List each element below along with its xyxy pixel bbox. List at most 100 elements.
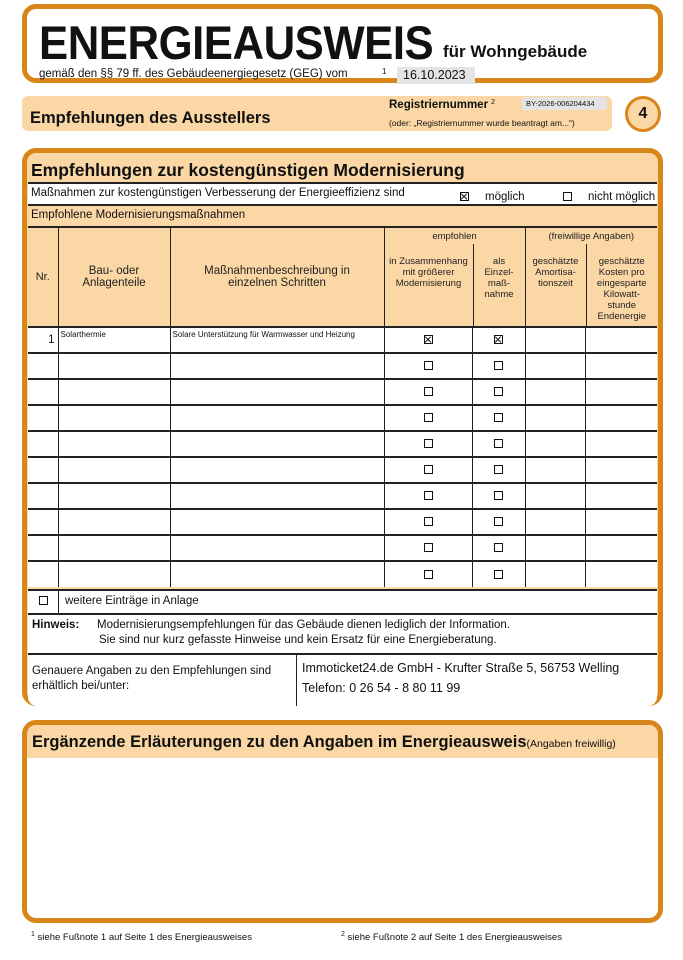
row-single[interactable] xyxy=(471,378,525,405)
row-component[interactable] xyxy=(57,560,170,587)
row-in-context[interactable] xyxy=(383,482,472,509)
row-nr[interactable] xyxy=(28,508,58,535)
row-single[interactable] xyxy=(471,508,525,535)
row-cost[interactable] xyxy=(584,534,657,561)
row-in-context[interactable] xyxy=(383,352,472,379)
row-single[interactable] xyxy=(471,482,525,509)
row-single[interactable] xyxy=(471,456,525,483)
row-cost[interactable] xyxy=(584,352,657,379)
row-in-context[interactable] xyxy=(383,404,472,431)
row-cost[interactable] xyxy=(584,404,657,431)
registration-number-field[interactable]: BY-2026-006204434 xyxy=(522,97,607,110)
in-context-checkbox[interactable] xyxy=(423,413,433,423)
single-checkbox[interactable] xyxy=(494,413,503,423)
row-payback[interactable] xyxy=(524,534,585,561)
row-description[interactable]: Solare Unterstützung für Warmwasser und … xyxy=(169,326,384,353)
single-checkbox[interactable] xyxy=(494,465,503,475)
row-single[interactable] xyxy=(471,430,525,457)
col-payback: geschätzte Amortisa-tionszeit xyxy=(532,256,579,289)
row-in-context[interactable] xyxy=(383,326,472,353)
row-payback[interactable] xyxy=(524,404,585,431)
row-single[interactable] xyxy=(471,352,525,379)
row-component[interactable]: Solarthermie xyxy=(57,326,170,353)
row-nr[interactable]: 1 xyxy=(28,326,58,353)
row-payback[interactable] xyxy=(524,508,585,535)
row-nr[interactable] xyxy=(28,560,58,587)
single-checkbox[interactable] xyxy=(494,569,503,579)
more-entries-checkbox[interactable] xyxy=(38,596,48,606)
row-cost[interactable] xyxy=(584,482,657,509)
in-context-checkbox[interactable] xyxy=(423,569,433,579)
row-nr[interactable] xyxy=(28,378,58,405)
row-nr[interactable] xyxy=(28,456,58,483)
row-in-context[interactable] xyxy=(383,508,472,535)
row-component[interactable] xyxy=(57,404,170,431)
row-payback[interactable] xyxy=(524,456,585,483)
row-nr[interactable] xyxy=(28,534,58,561)
possible-option[interactable]: möglich xyxy=(460,188,525,207)
in-context-checkbox[interactable] xyxy=(423,439,433,449)
in-context-checkbox[interactable] xyxy=(423,517,433,527)
not-possible-checkbox[interactable] xyxy=(563,192,572,202)
date-field[interactable]: 16.10.2023 xyxy=(397,67,475,84)
row-description[interactable] xyxy=(169,378,384,405)
row-description[interactable] xyxy=(169,560,384,587)
row-nr[interactable] xyxy=(28,482,58,509)
single-checkbox[interactable] xyxy=(494,517,503,527)
row-in-context[interactable] xyxy=(383,430,472,457)
row-component[interactable] xyxy=(57,430,170,457)
row-cost[interactable] xyxy=(584,560,657,587)
row-cost[interactable] xyxy=(584,430,657,457)
single-checkbox[interactable] xyxy=(494,491,503,501)
row-component[interactable] xyxy=(57,352,170,379)
row-cost[interactable] xyxy=(584,326,657,353)
single-checkbox[interactable] xyxy=(494,335,503,345)
single-checkbox[interactable] xyxy=(494,361,503,371)
row-payback[interactable] xyxy=(524,352,585,379)
row-single[interactable] xyxy=(471,404,525,431)
row-component[interactable] xyxy=(57,482,170,509)
row-component[interactable] xyxy=(57,456,170,483)
row-nr[interactable] xyxy=(28,352,58,379)
row-payback[interactable] xyxy=(524,430,585,457)
row-cost[interactable] xyxy=(584,456,657,483)
single-checkbox[interactable] xyxy=(494,439,503,449)
row-description[interactable] xyxy=(169,482,384,509)
row-payback[interactable] xyxy=(524,326,585,353)
single-checkbox[interactable] xyxy=(494,387,503,397)
row-component[interactable] xyxy=(57,534,170,561)
row-single[interactable] xyxy=(471,326,525,353)
in-context-checkbox[interactable] xyxy=(423,335,433,345)
row-single[interactable] xyxy=(471,534,525,561)
row-cost[interactable] xyxy=(584,378,657,405)
in-context-checkbox[interactable] xyxy=(423,387,433,397)
row-description[interactable] xyxy=(169,508,384,535)
row-description[interactable] xyxy=(169,534,384,561)
row-nr[interactable] xyxy=(28,430,58,457)
possible-checkbox[interactable] xyxy=(460,192,469,202)
not-possible-option[interactable]: nicht möglich xyxy=(563,188,655,207)
row-in-context[interactable] xyxy=(383,560,472,587)
additional-info-text[interactable] xyxy=(31,763,654,914)
row-in-context[interactable] xyxy=(383,534,472,561)
row-component[interactable] xyxy=(57,378,170,405)
row-description[interactable] xyxy=(169,456,384,483)
in-context-checkbox[interactable] xyxy=(423,543,433,553)
single-checkbox[interactable] xyxy=(494,543,503,553)
row-cost[interactable] xyxy=(584,508,657,535)
row-in-context[interactable] xyxy=(383,456,472,483)
row-nr[interactable] xyxy=(28,404,58,431)
in-context-checkbox[interactable] xyxy=(423,361,433,371)
row-payback[interactable] xyxy=(524,560,585,587)
in-context-checkbox[interactable] xyxy=(423,465,433,475)
row-description[interactable] xyxy=(169,430,384,457)
row-in-context[interactable] xyxy=(383,378,472,405)
row-component[interactable] xyxy=(57,508,170,535)
in-context-checkbox[interactable] xyxy=(423,491,433,501)
row-payback[interactable] xyxy=(524,378,585,405)
row-single[interactable] xyxy=(471,560,525,587)
row-payback[interactable] xyxy=(524,482,585,509)
table-row xyxy=(28,404,657,431)
row-description[interactable] xyxy=(169,404,384,431)
row-description[interactable] xyxy=(169,352,384,379)
